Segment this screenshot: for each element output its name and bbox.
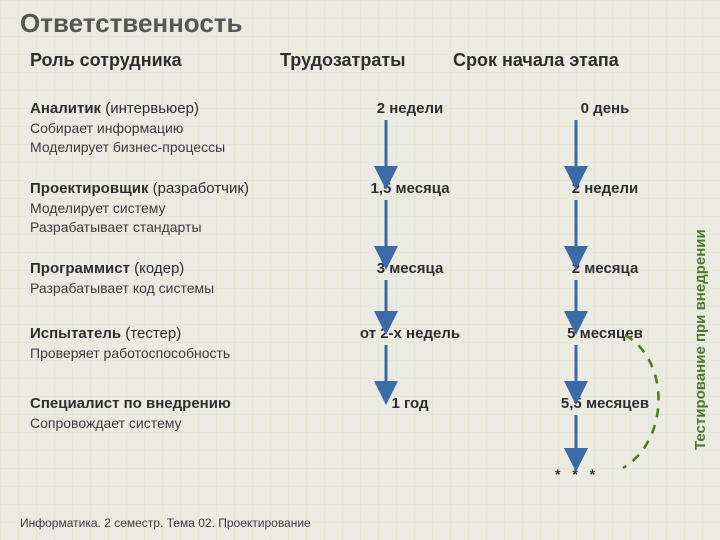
table-row: Аналитик (интервьюер) Собирает информацию…: [30, 100, 700, 157]
start-value: 5 месяцев: [525, 325, 685, 342]
role-paren: (кодер): [130, 260, 184, 277]
start-value: 5,5 месяцев: [525, 395, 685, 412]
slide-title: Ответственность: [20, 8, 243, 39]
col-start: Срок начала этапа: [453, 50, 619, 71]
slide: Ответственность Роль сотрудника Трудозат…: [0, 0, 720, 540]
effort-value: 1 год: [330, 395, 490, 412]
role-sub: Моделирует системуРазрабатывает стандарт…: [30, 199, 700, 237]
col-role: Роль сотрудника: [30, 50, 182, 71]
table-row: Программист (кодер) Разрабатывает код сис…: [30, 260, 700, 298]
table-row: Специалист по внедрению Сопровождает сист…: [30, 395, 700, 433]
role-paren: (разработчик): [148, 180, 248, 197]
effort-value: 2 недели: [330, 100, 490, 117]
role-sub: Разрабатывает код системы: [30, 279, 700, 298]
start-value: 2 месяца: [525, 260, 685, 277]
role-bold: Программист: [30, 260, 130, 277]
side-label: Тестирование при внедрении: [692, 229, 709, 450]
effort-value: от 2-х недель: [330, 325, 490, 342]
footer-text: Информатика. 2 семестр. Тема 02. Проекти…: [20, 516, 311, 530]
effort-value: 3 месяца: [330, 260, 490, 277]
role-paren: (тестер): [121, 325, 181, 342]
table-row: Испытатель (тестер) Проверяет работоспосо…: [30, 325, 700, 363]
role-bold: Аналитик: [30, 100, 101, 117]
role-paren: (интервьюер): [101, 100, 199, 117]
role-bold: Специалист по внедрению: [30, 395, 231, 412]
col-effort: Трудозатраты: [280, 50, 406, 71]
role-bold: Испытатель: [30, 325, 121, 342]
role-sub: Сопровождает систему: [30, 414, 700, 433]
effort-value: 1,5 месяца: [330, 180, 490, 197]
start-value: 2 недели: [525, 180, 685, 197]
start-value: 0 день: [525, 100, 685, 117]
role-bold: Проектировщик: [30, 180, 148, 197]
role-sub: Собирает информациюМоделирует бизнес-про…: [30, 119, 700, 157]
role-sub: Проверяет работоспособность: [30, 344, 700, 363]
stars-marker: * * *: [555, 466, 599, 482]
table-row: Проектировщик (разработчик) Моделирует си…: [30, 180, 700, 237]
